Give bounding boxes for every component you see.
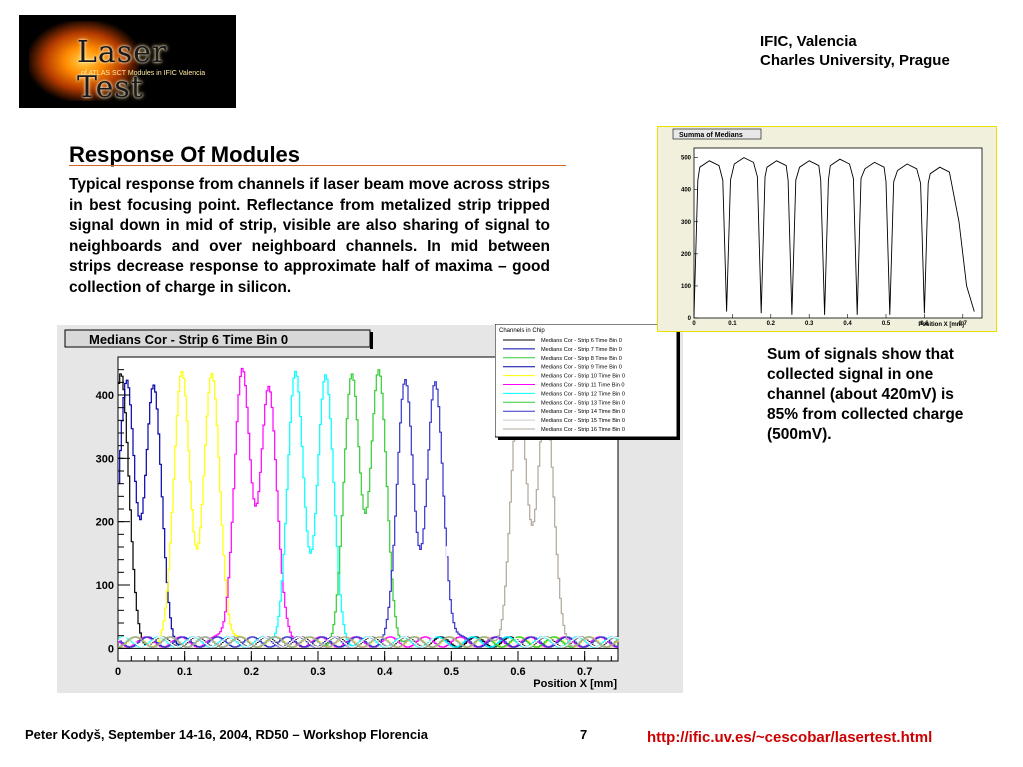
legend-entry: Medians Cor - Strip 14 Time Bin 0 — [541, 409, 625, 415]
x-tick-label: 0.2 — [244, 666, 259, 678]
summa-title-box — [672, 128, 762, 140]
y-tick-label: 400 — [96, 390, 114, 402]
summa-x-tick-label: 0.5 — [882, 321, 891, 327]
summa-title: Summa of Medians — [679, 132, 743, 139]
x-tick-label: 0.7 — [577, 666, 592, 678]
footer-author: Peter Kodyš, September 14-16, 2004, RD50… — [25, 727, 428, 742]
series-line — [118, 394, 619, 648]
legend-shadow-bottom — [498, 437, 680, 440]
legend-shadow — [677, 327, 680, 440]
x-tick-label: 0.5 — [444, 666, 459, 678]
y-tick-label: 100 — [96, 580, 114, 592]
summa-x-tick-label: 0.6 — [920, 321, 929, 327]
chart-legend: Channels in Chip Medians Cor - Strip 6 T… — [495, 324, 680, 440]
sum-caption: Sum of signals show that collected signa… — [767, 346, 964, 443]
summa-y-tick-label: 200 — [681, 252, 692, 258]
summa-y-tick-label: 100 — [681, 284, 692, 290]
summa-x-tick-label: 0.4 — [843, 321, 852, 327]
legend-entry: Medians Cor - Strip 8 Time Bin 0 — [541, 356, 622, 362]
legend-entry: Medians Cor - Strip 6 Time Bin 0 — [541, 338, 622, 344]
chart-title: Medians Cor - Strip 6 Time Bin 0 — [89, 332, 288, 347]
legend-entry: Medians Cor - Strip 7 Time Bin 0 — [541, 347, 622, 353]
x-axis-label: Position X [mm] — [533, 678, 617, 690]
x-tick-label: 0.4 — [377, 666, 393, 678]
summa-x-tick-label: 0.2 — [767, 321, 776, 327]
summa-y-tick-label: 0 — [688, 316, 692, 322]
logo-subtitle: of ATLAS SCT Modules in IFIC Valencia — [81, 70, 206, 77]
summa-y-tick-label: 500 — [681, 156, 692, 162]
x-tick-label: 0 — [115, 666, 121, 678]
summa-x-tick-label: 0.1 — [728, 321, 737, 327]
body-paragraph: Typical response from channels if laser … — [69, 176, 550, 296]
summa-plot-frame — [693, 147, 983, 319]
heading-underline — [69, 165, 566, 166]
summa-y-tick-label: 300 — [681, 220, 692, 226]
x-tick-label: 0.6 — [510, 666, 525, 678]
y-tick-label: 0 — [108, 643, 114, 655]
legend-entry: Medians Cor - Strip 15 Time Bin 0 — [541, 418, 625, 424]
slide-heading: Response Of Modules — [69, 142, 301, 167]
series-line — [118, 379, 619, 648]
x-tick-label: 0.1 — [177, 666, 192, 678]
summa-chart: 0 0.1 0.2 0.3 0.4 0.5 0.6 0.7 0 100 200 300 400 500 S… — [657, 126, 997, 332]
logo-glow — [29, 21, 139, 101]
laser-test-logo: Laser Test of ATLAS SCT Modules in IFIC … — [19, 15, 236, 108]
page-number: 7 — [580, 727, 588, 742]
legend-entry: Medians Cor - Strip 10 Time Bin 0 — [541, 374, 625, 380]
y-tick-label: 300 — [96, 453, 114, 465]
legend-entry: Medians Cor - Strip 11 Time Bin 0 — [541, 383, 625, 389]
legend-entry: Medians Cor - Strip 16 Time Bin 0 — [541, 427, 625, 433]
summa-x-axis-label: Position X [mm] — [918, 322, 964, 328]
summa-y-tick-label: 400 — [681, 188, 692, 194]
y-tick-label: 200 — [96, 517, 114, 529]
title-box-shadow — [370, 332, 373, 349]
legend-frame — [495, 324, 678, 438]
summa-x-tick-label: 0.3 — [805, 321, 814, 327]
summa-series-line — [693, 157, 975, 315]
series-line — [118, 373, 619, 648]
institution-ific: IFIC, Valencia — [760, 33, 857, 50]
summa-x-tick-label: 0.7 — [959, 321, 968, 327]
x-tick-label: 0.3 — [310, 666, 325, 678]
summa-x-tick-label: 0 — [692, 321, 696, 327]
footer-url-link[interactable]: http://ific.uv.es/~cescobar/lasertest.ht… — [647, 729, 933, 746]
legend-entry: Medians Cor - Strip 12 Time Bin 0 — [541, 391, 625, 397]
institution-charles: Charles University, Prague — [760, 52, 950, 69]
legend-title: Channels in Chip — [499, 328, 545, 334]
institutions: IFIC, Valencia Charles University, Pragu… — [760, 32, 950, 70]
logo-title: Laser Test — [77, 35, 168, 105]
medians-chart: 0 0.1 0.2 0.3 0.4 0.5 0.6 0.7 0 100 200 300 400 Medi… — [57, 325, 683, 693]
legend-entry: Medians Cor - Strip 9 Time Bin 0 — [541, 365, 622, 371]
legend-entry: Medians Cor - Strip 13 Time Bin 0 — [541, 400, 625, 406]
